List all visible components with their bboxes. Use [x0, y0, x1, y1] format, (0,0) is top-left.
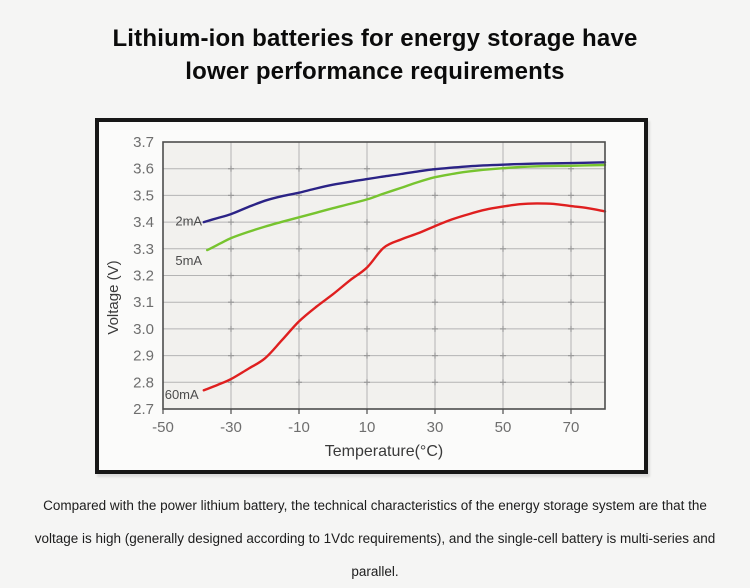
y-tick-label: 3.0	[133, 321, 154, 338]
x-tick-label: 70	[563, 419, 580, 436]
y-tick-label: 3.3	[133, 241, 154, 258]
series-line-60mA	[202, 202, 607, 392]
y-tick-label: 3.2	[133, 268, 154, 285]
series-line-2mA	[202, 161, 607, 224]
page-title-line1: Lithium-ion batteries for energy storage…	[112, 25, 638, 52]
page-title-line2: lower performance requirements	[185, 58, 565, 85]
x-axis-title: Temperature(°C)	[325, 443, 443, 460]
x-tick-label: -10	[288, 419, 310, 436]
series-label-60mA: 60mA	[165, 387, 199, 402]
voltage-temperature-chart: 2mA 5mA 60mA -50 -30 -10 10 30 50 70 3.7 3.6 3.5 3.4 3…	[105, 134, 607, 460]
y-tick-label: 3.7	[133, 134, 154, 151]
series-label-2mA: 2mA	[175, 214, 202, 229]
chart-frame: 2mA 5mA 60mA -50 -30 -10 10 30 50 70 3.7 3.6 3.5 3.4 3…	[95, 118, 648, 474]
y-tick-label: 2.8	[133, 374, 154, 391]
x-tick-label: -30	[220, 419, 242, 436]
y-tick-label: 3.5	[133, 187, 154, 204]
y-tick-label: 3.1	[133, 294, 154, 311]
page-title: Lithium-ion batteries for energy storage…	[0, 22, 750, 88]
x-tick-label: 10	[359, 419, 376, 436]
series-line-5mA	[206, 163, 607, 252]
x-tick-label: -50	[152, 419, 174, 436]
plot-border	[162, 141, 606, 410]
x-tick-label: 50	[495, 419, 512, 436]
series-label-5mA: 5mA	[175, 253, 202, 268]
y-tick-label: 3.4	[133, 214, 154, 231]
x-tick-label: 30	[427, 419, 444, 436]
caption-line2: voltage is high (generally designed acco…	[34, 531, 716, 579]
y-tick-label: 3.6	[133, 161, 154, 178]
y-tick-label: 2.9	[133, 348, 154, 365]
y-axis-title: Voltage (V)	[105, 260, 122, 334]
y-tick-label: 2.7	[133, 401, 154, 418]
caption: Compared with the power lithium battery,…	[25, 489, 725, 588]
caption-line1: Compared with the power lithium battery,…	[43, 498, 707, 513]
